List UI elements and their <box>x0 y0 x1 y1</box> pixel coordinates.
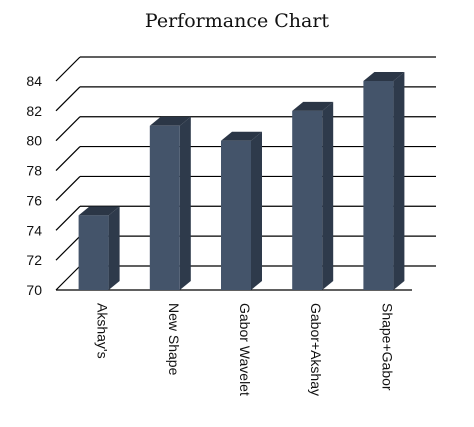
y-tick-label: 82 <box>26 103 42 119</box>
bar-side <box>322 101 334 290</box>
y-tick-label: 84 <box>26 73 42 89</box>
bar-side <box>251 131 262 290</box>
x-category-label: Gabor Wavelet <box>237 303 253 396</box>
gridline-diagonal <box>55 205 81 231</box>
gridline-diagonal <box>55 86 81 112</box>
y-tick-label: 76 <box>26 192 42 208</box>
y-tick-label: 70 <box>26 282 42 298</box>
y-tick-label: 72 <box>26 252 42 268</box>
gridline-diagonal <box>55 56 81 82</box>
chart-title: Performance Chart <box>144 10 330 32</box>
y-tick-label: 74 <box>26 222 42 238</box>
x-category-label: Akshay's <box>95 303 111 359</box>
bar <box>221 140 251 290</box>
bar <box>363 81 394 290</box>
x-category-label: New Shape <box>166 303 182 376</box>
gridline-diagonal <box>55 265 81 291</box>
bar-top <box>363 72 405 81</box>
x-category-label: Gabor+Akshay <box>308 303 324 396</box>
gridline-diagonal <box>55 116 81 142</box>
bar-side <box>108 206 120 290</box>
bar <box>149 125 180 291</box>
y-tick-label: 80 <box>26 133 42 149</box>
gridline-diagonal <box>55 146 81 171</box>
bar-side <box>393 72 405 290</box>
gridline-diagonal <box>55 235 81 261</box>
x-category-label: Shape+Gabor <box>379 303 395 391</box>
bar <box>78 215 109 290</box>
bar <box>292 110 323 290</box>
bar-top <box>78 206 120 216</box>
bar-top <box>221 131 262 141</box>
bar-top <box>292 101 334 111</box>
y-tick-label: 78 <box>26 163 42 179</box>
bar-top <box>149 116 191 126</box>
gridline-diagonal <box>55 176 81 201</box>
bar-side <box>179 116 191 291</box>
